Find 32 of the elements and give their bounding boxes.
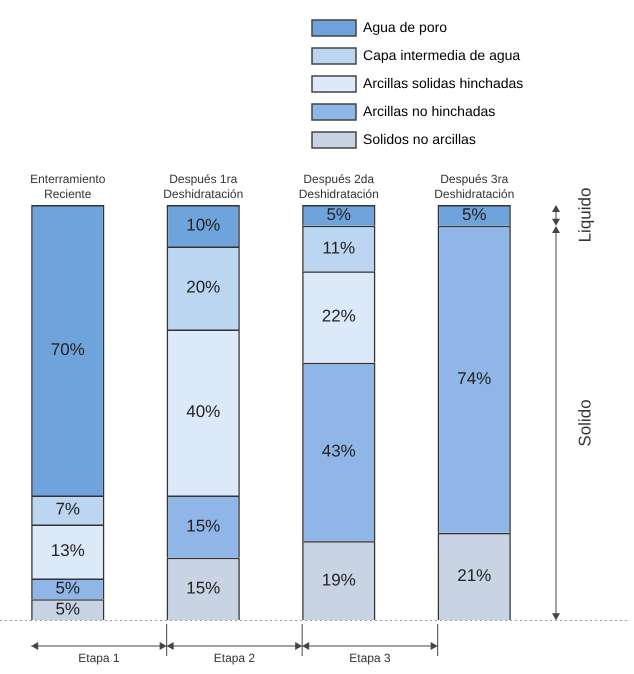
legend-label: Agua de poro	[363, 18, 448, 35]
data-label: 15%	[186, 578, 220, 598]
legend-label: Solidos no arcillas	[363, 130, 476, 147]
data-label: 5%	[326, 205, 352, 224]
annotation: Liquido	[576, 188, 596, 243]
x-tick-label: Enterramiento Reciente	[30, 172, 106, 201]
data-label: 7%	[55, 500, 80, 519]
data-label: 70%	[50, 340, 85, 359]
legend-label: Capa intermedia de agua	[363, 46, 520, 63]
data-label: 22%	[322, 306, 356, 326]
text: Etapa 3	[349, 651, 391, 665]
data-label: 43%	[322, 442, 356, 461]
data-label: 10%	[186, 215, 220, 234]
data-label: 20%	[186, 278, 220, 297]
text: Etapa 1	[78, 651, 120, 665]
legend-label: Arcillas solidas hinchadas	[363, 74, 524, 91]
data-label: 74%	[457, 368, 492, 388]
data-label: 5%	[462, 205, 487, 224]
data-label: 11%	[322, 238, 356, 258]
data-label: 5%	[55, 578, 80, 598]
text: Etapa 2	[214, 651, 256, 665]
data-label: 13%	[50, 541, 85, 560]
x-tick-label: Después 2da Deshidratación	[298, 172, 379, 201]
data-label: 40%	[186, 402, 220, 422]
legend-label: Arcillas no hinchadas	[363, 102, 496, 119]
x-tick-label: Después 3ra Deshidratación	[434, 172, 514, 201]
data-label: 19%	[322, 570, 356, 590]
annotation: Solido	[576, 399, 596, 447]
data-label: 21%	[457, 566, 492, 586]
x-tick-label: Después 1ra Deshidratación	[163, 172, 244, 201]
data-label: 5%	[55, 599, 80, 618]
data-label: 15%	[186, 516, 220, 536]
